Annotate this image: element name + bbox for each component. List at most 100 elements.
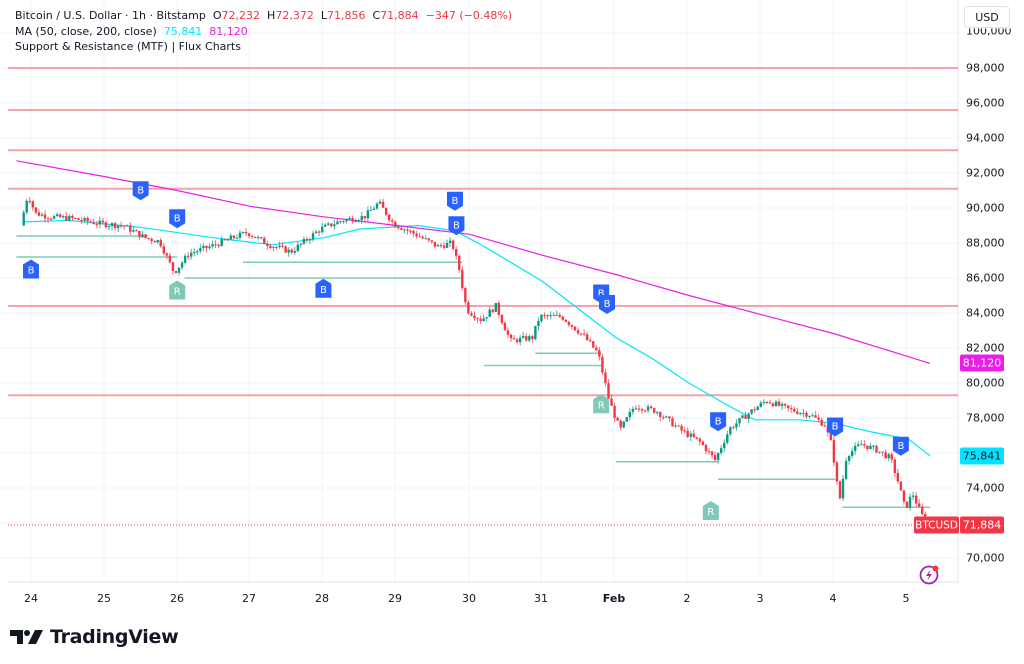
candle-body [595, 347, 598, 351]
candle-body [464, 288, 467, 303]
break-label[interactable]: B [315, 278, 332, 298]
candle-body [780, 403, 784, 406]
ma-legend-row[interactable]: MA (50, close, 200, close) 75,841 81,120 [15, 24, 512, 40]
candle-body [902, 490, 906, 502]
retest-label[interactable]: R [593, 394, 610, 414]
ma50-value: 75,841 [163, 24, 203, 38]
currency-button[interactable]: USD [964, 6, 1010, 28]
candle-body [202, 245, 205, 249]
candle-body [394, 221, 397, 228]
candle-body [174, 270, 178, 273]
svg-text:R: R [707, 507, 714, 518]
lightning-alert-icon[interactable] [918, 564, 940, 586]
candle-body [543, 314, 546, 316]
svg-text:B: B [28, 266, 35, 277]
break-label[interactable]: B [892, 436, 909, 456]
time-tick-label: 30 [462, 592, 476, 605]
break-label[interactable]: B [827, 417, 844, 437]
candle-body [113, 223, 117, 228]
break-label[interactable]: B [23, 259, 39, 279]
candle-body [34, 207, 38, 213]
svg-text:B: B [897, 441, 904, 452]
candle-body [585, 334, 589, 341]
candle-body [503, 322, 507, 331]
candle-body [366, 210, 370, 219]
tradingview-logo[interactable]: TradingView [10, 626, 179, 648]
price-tick-label: 74,000 [966, 481, 1005, 495]
candle-body [497, 302, 501, 315]
time-tick-label: 31 [534, 592, 548, 605]
candle-body [844, 460, 848, 479]
candle-body [153, 241, 156, 243]
candle-body [662, 416, 665, 418]
break-label[interactable]: B [448, 216, 465, 236]
candle-body [436, 244, 440, 247]
svg-text:B: B [320, 285, 327, 296]
candle-body [515, 339, 519, 343]
price-tick-label: 78,000 [966, 411, 1005, 425]
candle-body [750, 409, 753, 414]
break-label[interactable]: B [132, 181, 149, 201]
candle-body [80, 220, 83, 222]
symbol-legend-row: Bitcoin / U.S. Dollar · 1h · Bitstamp O7… [15, 8, 512, 24]
candle-body [875, 445, 878, 453]
candle-body [869, 445, 872, 450]
price-tick-label: 100,000 [966, 24, 1012, 38]
time-tick-label: 28 [315, 592, 329, 605]
candle-body [247, 233, 251, 237]
candle-body [646, 406, 650, 411]
break-label[interactable]: B [169, 209, 186, 229]
candle-body [116, 225, 120, 228]
candle-body [652, 408, 656, 413]
candle-body [144, 234, 147, 238]
candle-body [177, 267, 181, 273]
close-value: 71,884 [380, 9, 419, 22]
candle-body [573, 326, 577, 331]
candle-body [656, 412, 659, 414]
candle-body [290, 249, 293, 253]
candle-body [205, 245, 208, 249]
candle-body [89, 221, 92, 223]
candle-body [671, 418, 674, 427]
break-label[interactable]: B [710, 412, 727, 432]
candle-body [911, 495, 915, 497]
candle-body [872, 445, 875, 447]
candle-body [418, 236, 421, 238]
candle-body [98, 220, 102, 225]
candle-body [668, 416, 671, 419]
break-label[interactable]: B [446, 191, 463, 211]
indicator-legend-row[interactable]: Support & Resistance (MTF) | Flux Charts [15, 39, 512, 55]
candle-body [570, 324, 574, 327]
candle-body [604, 372, 607, 384]
candle-body [235, 237, 239, 239]
candle-body [199, 248, 202, 252]
ma50-line [23, 219, 931, 457]
candle-body [451, 240, 455, 250]
candle-body [832, 440, 836, 463]
candle-body [756, 406, 759, 411]
candle-body [640, 409, 644, 411]
candle-body [378, 201, 382, 204]
candle-body [704, 444, 708, 452]
candle-body [522, 336, 525, 338]
break-label[interactable]: B [599, 295, 616, 314]
candle-body [412, 230, 415, 234]
candle-body [317, 231, 321, 233]
retest-label[interactable]: R [702, 501, 719, 520]
candle-body [439, 244, 443, 246]
candle-body [314, 231, 318, 234]
time-tick-label: 2 [683, 592, 691, 605]
candle-body [293, 250, 296, 253]
time-tick-label: Feb [602, 592, 626, 605]
candle-body [369, 209, 373, 211]
candle-body [558, 314, 561, 317]
svg-text:R: R [598, 400, 605, 411]
candle-body [631, 408, 635, 412]
candle-body [512, 338, 516, 340]
candle-body [159, 240, 162, 247]
candle-body [592, 341, 595, 348]
candle-body [299, 243, 303, 245]
retest-label[interactable]: R [169, 280, 186, 300]
candle-body [488, 309, 491, 317]
